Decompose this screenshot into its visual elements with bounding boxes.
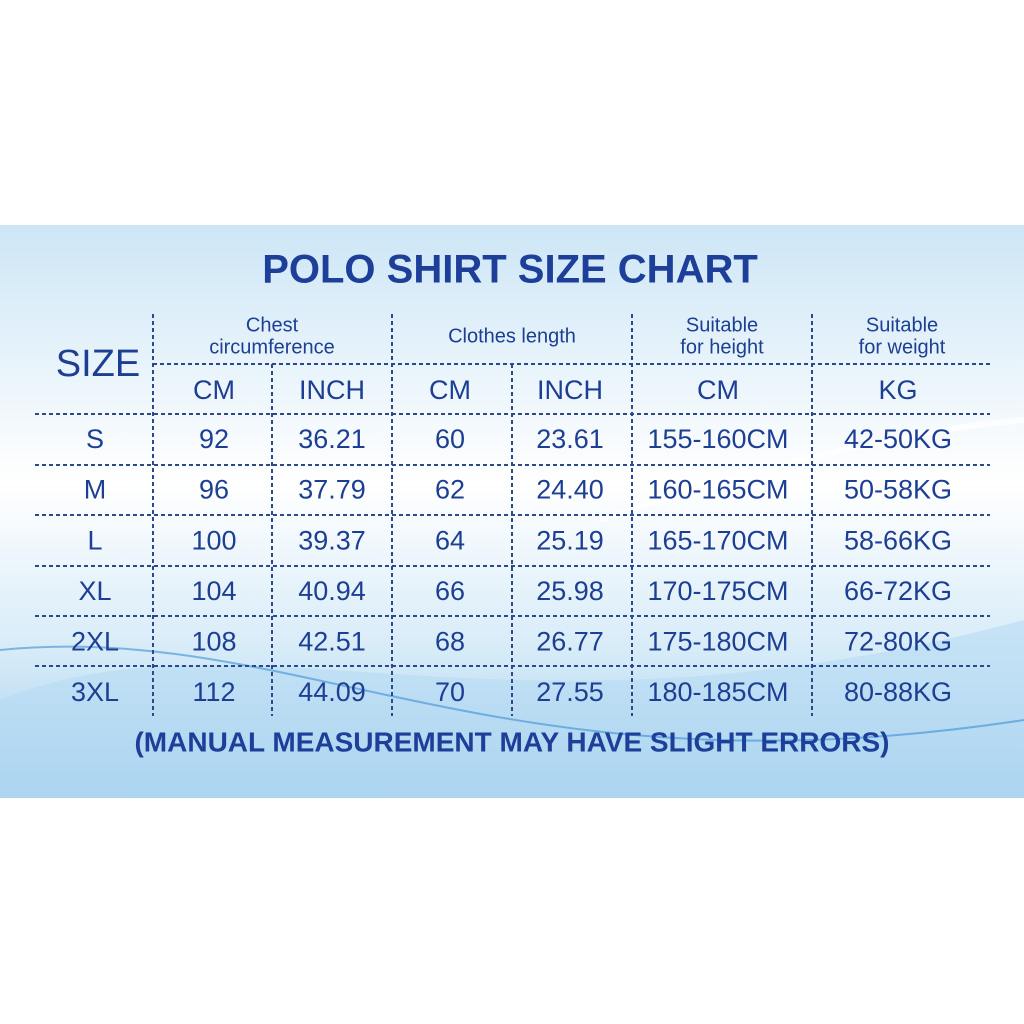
cell: 70 (435, 677, 465, 707)
cell: 108 (191, 627, 236, 657)
cell: 72-80KG (844, 627, 952, 657)
cell: L (87, 525, 102, 555)
cell: 42.51 (298, 627, 366, 657)
wave-line (599, 417, 1024, 523)
cell: M (84, 475, 107, 505)
unit-header: INCH (299, 375, 365, 405)
cell: 60 (435, 424, 465, 454)
group-header: Chest (246, 314, 299, 336)
cell: 25.98 (536, 576, 604, 606)
cell: 27.55 (536, 677, 604, 707)
footer-note: (MANUAL MEASUREMENT MAY HAVE SLIGHT ERRO… (134, 726, 889, 757)
cell: 25.19 (536, 525, 604, 555)
cell: S (86, 424, 104, 454)
cell: 160-165CM (647, 475, 788, 505)
unit-header: INCH (537, 375, 603, 405)
cell: 96 (199, 475, 229, 505)
cell: 80-88KG (844, 677, 952, 707)
cell: 66 (435, 576, 465, 606)
cell: 36.21 (298, 424, 366, 454)
cell: 175-180CM (647, 627, 788, 657)
cell: 180-185CM (647, 677, 788, 707)
cell: 92 (199, 424, 229, 454)
cell: 40.94 (298, 576, 366, 606)
cell: 2XL (71, 627, 119, 657)
cell: 68 (435, 627, 465, 657)
cell: 37.79 (298, 475, 366, 505)
cell: 64 (435, 525, 465, 555)
cell: 100 (191, 525, 236, 555)
cell: 58-66KG (844, 525, 952, 555)
cell: 50-58KG (844, 475, 952, 505)
unit-header: CM (429, 375, 471, 405)
cell: 66-72KG (844, 576, 952, 606)
unit-header: CM (697, 375, 739, 405)
cell: 23.61 (536, 424, 604, 454)
cell: 155-160CM (647, 424, 788, 454)
cell: 42-50KG (844, 424, 952, 454)
cell: XL (78, 576, 111, 606)
group-header: for weight (859, 336, 946, 358)
cell: 39.37 (298, 525, 366, 555)
cell: 24.40 (536, 475, 604, 505)
title: POLO SHIRT SIZE CHART (262, 248, 758, 292)
group-header: Suitable (686, 314, 758, 336)
cell: 112 (192, 677, 235, 707)
cell: 26.77 (536, 627, 604, 657)
group-header: circumference (209, 336, 335, 358)
cell: 3XL (71, 677, 119, 707)
group-header: for height (680, 336, 764, 358)
cell: 170-175CM (647, 576, 788, 606)
cell: 44.09 (298, 677, 366, 707)
wave-line (0, 645, 1024, 742)
cell: 165-170CM (647, 525, 788, 555)
cell: 104 (191, 576, 236, 606)
group-header: Suitable (866, 314, 938, 336)
unit-header: CM (193, 375, 235, 405)
unit-header: KG (878, 375, 917, 405)
group-header: Clothes length (448, 325, 576, 347)
cell: 62 (435, 475, 465, 505)
size-header: SIZE (56, 343, 140, 385)
